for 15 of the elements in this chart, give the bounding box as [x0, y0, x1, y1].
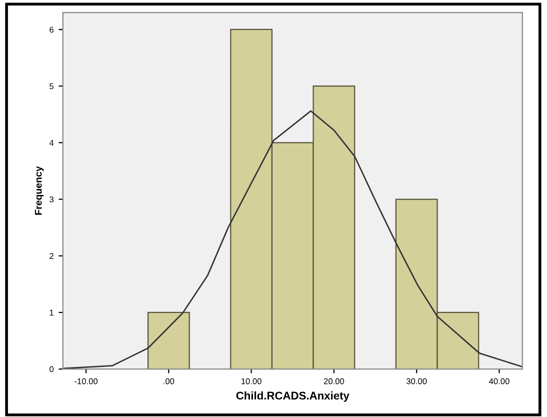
x-tick-label: -10.00	[74, 378, 98, 384]
y-tick-label: 6	[50, 26, 54, 33]
y-tick-label: 0	[50, 366, 54, 372]
x-tick-label: 20.00	[324, 378, 344, 384]
y-tick-label: 1	[50, 310, 54, 316]
x-tick-label: .00	[164, 378, 174, 384]
y-tick-label: 2	[50, 253, 54, 259]
x-axis-title: Child.RCADS.Anxiety	[236, 391, 350, 402]
x-tick-label: 40.00	[489, 378, 510, 384]
y-axis-title: Frequency	[34, 166, 44, 215]
x-tick-label: 30.00	[406, 378, 427, 384]
y-tick-label: 3	[50, 196, 54, 202]
y-tick-label: 4	[49, 140, 54, 146]
x-tick-label: 10.00	[242, 378, 262, 384]
y-tick-label: 5	[50, 83, 54, 90]
